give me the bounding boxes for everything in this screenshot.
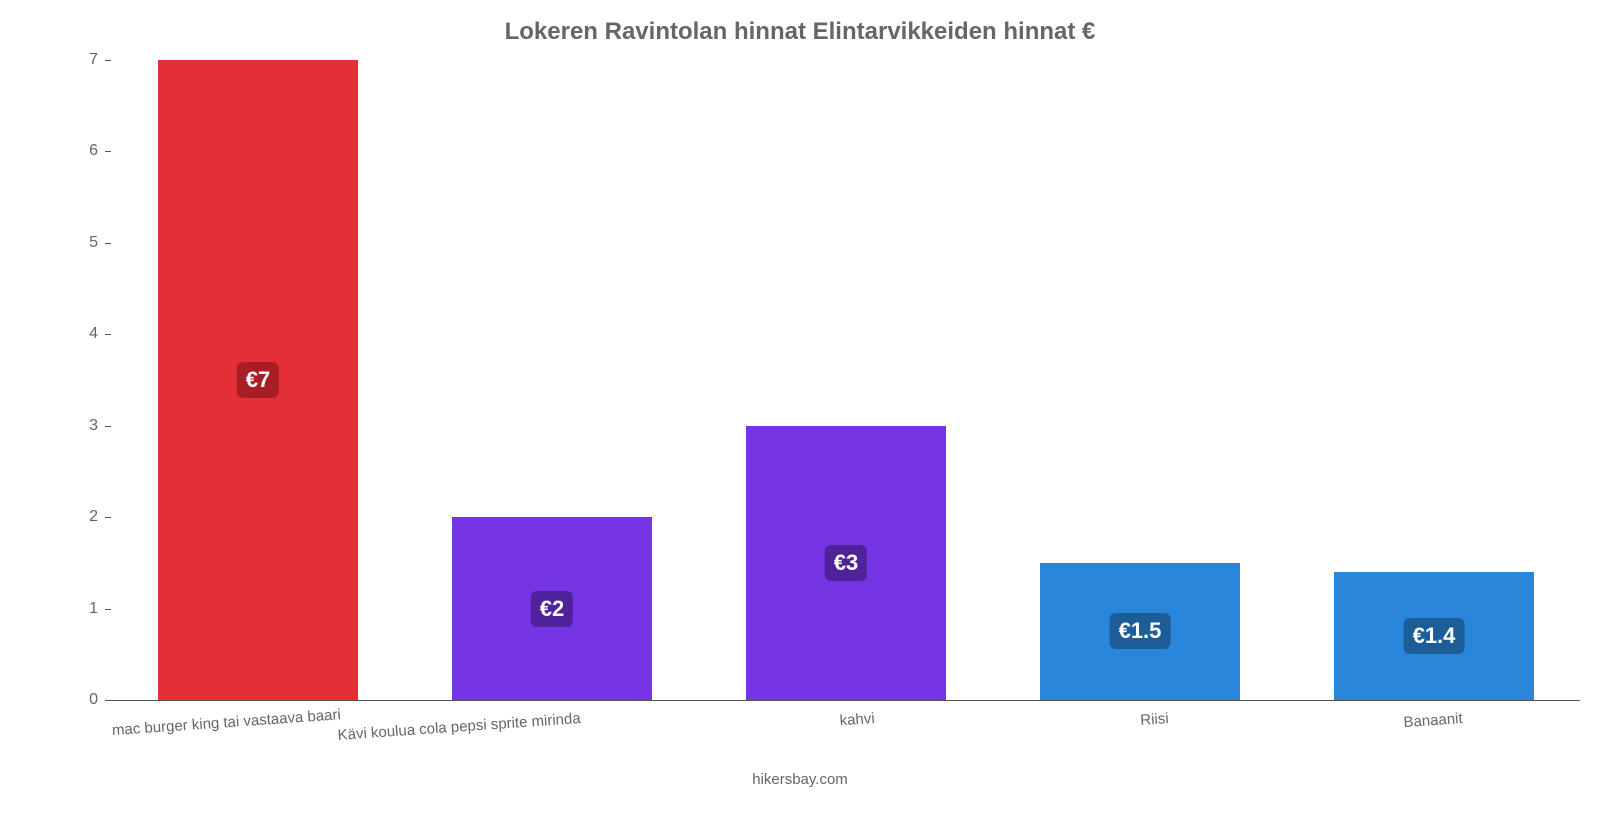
y-tick-label: 3 — [58, 417, 98, 435]
y-tick-mark — [105, 426, 111, 427]
chart-title: Lokeren Ravintolan hinnat Elintarvikkeid… — [0, 18, 1600, 46]
y-tick-mark — [105, 60, 111, 61]
bar-value-label: €1.5 — [1110, 613, 1171, 649]
bar-value-label: €2 — [531, 591, 573, 627]
y-tick-label: 0 — [58, 691, 98, 709]
y-tick-label: 5 — [58, 234, 98, 252]
bar-value-label: €3 — [825, 545, 867, 581]
y-tick-mark — [105, 609, 111, 610]
y-tick-mark — [105, 151, 111, 152]
bar-value-label: €1.4 — [1404, 618, 1465, 654]
y-tick-mark — [105, 517, 111, 518]
y-tick-label: 6 — [58, 142, 98, 160]
y-tick-mark — [105, 334, 111, 335]
plot-area: 01234567€7mac burger king tai vastaava b… — [110, 60, 1580, 700]
y-tick-mark — [105, 700, 111, 701]
y-tick-label: 4 — [58, 325, 98, 343]
y-tick-label: 2 — [58, 508, 98, 526]
bar-value-label: €7 — [237, 362, 279, 398]
y-tick-mark — [105, 243, 111, 244]
y-tick-label: 7 — [58, 51, 98, 69]
chart-credit: hikersbay.com — [0, 771, 1600, 788]
price-bar-chart: Lokeren Ravintolan hinnat Elintarvikkeid… — [0, 0, 1600, 800]
y-tick-label: 1 — [58, 600, 98, 618]
x-axis-line — [111, 700, 1580, 701]
